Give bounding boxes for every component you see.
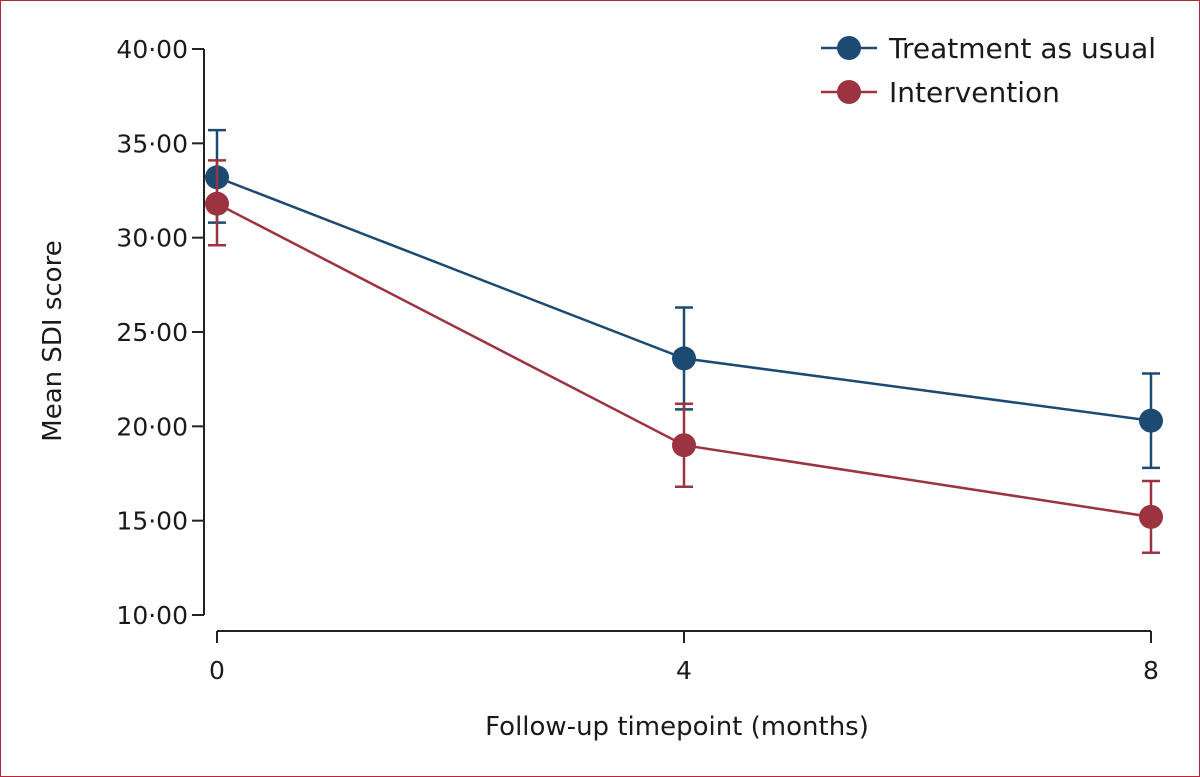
y-axis-title: Mean SDI score <box>38 240 68 441</box>
y-tick-label: 40·00 <box>116 35 188 64</box>
legend-marker <box>837 36 861 60</box>
legend-label: Treatment as usual <box>888 32 1156 65</box>
x-tick-label: 4 <box>676 656 692 685</box>
data-point <box>1139 408 1163 433</box>
y-tick-label: 20·00 <box>116 412 188 441</box>
legend-label: Intervention <box>889 76 1060 109</box>
data-point <box>205 191 229 216</box>
y-tick-label: 25·00 <box>116 318 188 347</box>
legend-item: Treatment as usual <box>821 32 1156 65</box>
x-tick-label: 8 <box>1143 656 1159 685</box>
legend-marker <box>837 80 861 104</box>
data-point <box>672 433 696 458</box>
y-tick-label: 15·00 <box>116 507 188 536</box>
x-axis-title: Follow-up timepoint (months) <box>485 712 869 742</box>
y-tick-label: 10·00 <box>116 601 188 630</box>
y-tick-label: 30·00 <box>116 224 188 253</box>
data-point <box>1139 504 1163 529</box>
series-intervention <box>205 159 1163 554</box>
y-tick-label: 35·00 <box>116 129 188 158</box>
x-tick-label: 0 <box>209 656 225 685</box>
legend-item: Intervention <box>821 76 1060 109</box>
data-point <box>672 346 696 371</box>
